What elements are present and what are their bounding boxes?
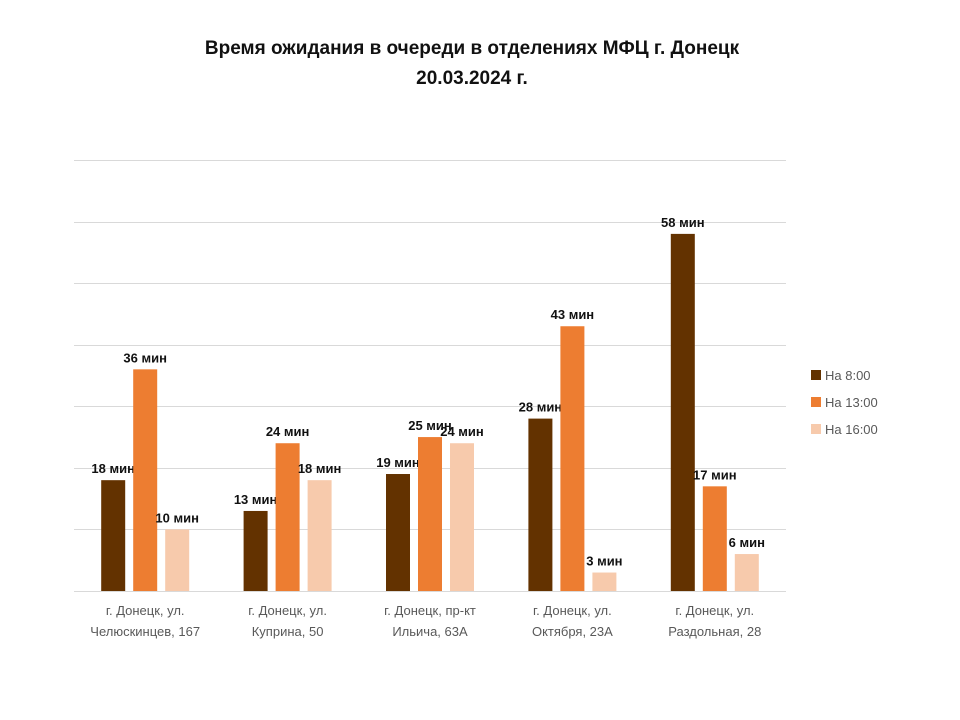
data-label: 13 мин <box>234 492 278 507</box>
data-label: 36 мин <box>123 350 167 365</box>
x-tick-label: Октября, 23А <box>532 624 613 639</box>
legend-swatch <box>811 397 821 407</box>
data-label: 17 мин <box>693 467 737 482</box>
x-tick-label: Челюскинцев, 167 <box>90 624 200 639</box>
data-label: 58 мин <box>661 215 705 230</box>
x-tick-label: Раздольная, 28 <box>668 624 761 639</box>
data-label: 6 мин <box>729 535 765 550</box>
bar <box>702 486 727 591</box>
bar <box>592 572 617 591</box>
legend-label: На 8:00 <box>825 368 871 383</box>
x-tick-label: г. Донецк, ул. <box>675 603 754 618</box>
x-tick-label: г. Донецк, ул. <box>106 603 185 618</box>
bar <box>450 443 474 591</box>
bar <box>560 326 585 591</box>
data-label: 3 мин <box>586 554 622 569</box>
x-tick-label: Куприна, 50 <box>252 624 324 639</box>
x-tick-label: г. Донецк, ул. <box>533 603 612 618</box>
bar <box>165 529 190 591</box>
chart-title-line-2: 20.03.2024 г. <box>416 68 528 89</box>
data-label: 24 мин <box>440 424 484 439</box>
data-label: 25 мин <box>408 418 452 433</box>
data-label: 28 мин <box>519 400 563 415</box>
bar <box>101 480 126 591</box>
data-label: 19 мин <box>376 455 420 470</box>
bar <box>275 443 300 591</box>
bar <box>418 437 442 591</box>
legend-swatch <box>811 424 821 434</box>
chart-title-line-1: Время ожидания в очереди в отделениях МФ… <box>204 38 740 59</box>
data-label: 18 мин <box>91 461 135 476</box>
bar <box>670 233 695 591</box>
legend-label: На 16:00 <box>825 422 878 437</box>
bar <box>734 554 759 591</box>
data-label: 18 мин <box>298 461 342 476</box>
x-tick-label: г. Донецк, ул. <box>248 603 327 618</box>
x-tick-label: Ильича, 63А <box>392 624 468 639</box>
bar <box>243 510 268 591</box>
x-tick-label: г. Донецк, пр-кт <box>384 603 476 618</box>
data-label: 24 мин <box>266 424 310 439</box>
bar <box>133 369 158 591</box>
bar <box>307 480 332 591</box>
legend-label: На 13:00 <box>825 395 878 410</box>
bar <box>528 418 553 591</box>
legend-swatch <box>811 370 821 380</box>
data-label: 10 мин <box>155 510 199 525</box>
bar <box>386 474 410 591</box>
data-label: 43 мин <box>551 307 595 322</box>
